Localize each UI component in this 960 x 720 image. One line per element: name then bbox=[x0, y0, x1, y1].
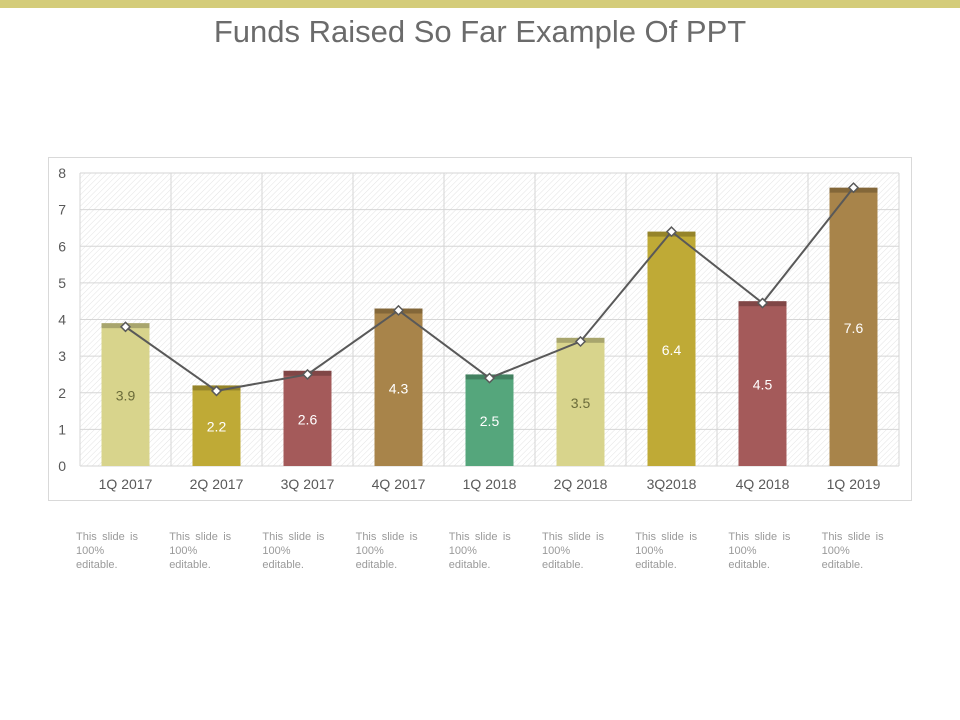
x-tick-label: 1Q 2018 bbox=[463, 476, 517, 492]
trend-point bbox=[392, 304, 405, 316]
y-tick-label: 3 bbox=[58, 348, 66, 364]
bar-data-label: 7.6 bbox=[844, 320, 864, 336]
bar bbox=[465, 374, 514, 466]
chart-frame: 3.9 2.2 2.6 4.3 2.5 3.5 6.4 4.5 7.6 0 1 2 3 4 5 6 7 8 1Q… bbox=[48, 157, 912, 501]
trend-point bbox=[119, 321, 132, 333]
note-text: This slide is 100% editable. bbox=[169, 531, 232, 571]
note-text: This slide is 100% editable. bbox=[821, 531, 884, 571]
trend-point bbox=[574, 335, 587, 348]
bar-data-label: 2.2 bbox=[207, 419, 227, 435]
trend-point bbox=[665, 226, 678, 238]
bar-data-label: 3.5 bbox=[571, 395, 591, 411]
y-tick-label: 2 bbox=[58, 385, 66, 401]
x-tick-label: 2Q 2017 bbox=[190, 476, 244, 492]
note-text: This slide is 100% editable. bbox=[542, 531, 604, 571]
trend-point bbox=[210, 385, 223, 397]
bar-data-label: 6.4 bbox=[662, 342, 682, 358]
trend-point bbox=[301, 368, 314, 380]
funds-bar-chart: 3.9 2.2 2.6 4.3 2.5 3.5 6.4 4.5 7.6 0 1 2 3 4 5 6 7 8 1Q… bbox=[58, 165, 900, 492]
bar bbox=[647, 231, 696, 466]
bar bbox=[738, 301, 787, 466]
x-tick-label: 1Q 2017 bbox=[99, 476, 153, 492]
bar bbox=[829, 187, 878, 466]
x-tick-label: 3Q2018 bbox=[647, 476, 697, 492]
note-text: This slide is 100% editable. bbox=[448, 531, 511, 571]
y-tick-label: 0 bbox=[58, 458, 66, 474]
notes-row: This slide is 100% editable. This slide i… bbox=[0, 530, 960, 590]
bar bbox=[556, 337, 605, 466]
y-tick-label: 7 bbox=[58, 202, 66, 218]
note-text: This slide is 100% editable. bbox=[635, 531, 698, 571]
bar-data-label: 2.6 bbox=[298, 411, 318, 427]
bar-data-label: 2.5 bbox=[480, 413, 500, 429]
y-tick-label: 8 bbox=[58, 165, 66, 181]
note-text: This slide is 100% editable. bbox=[262, 531, 325, 571]
bar bbox=[283, 370, 332, 466]
trend-point bbox=[756, 297, 769, 309]
note-text: This slide is 100% editable. bbox=[728, 531, 791, 571]
y-tick-label: 6 bbox=[58, 238, 66, 254]
y-tick-label: 5 bbox=[58, 275, 66, 291]
x-tick-label: 4Q 2018 bbox=[736, 476, 790, 492]
note-text: This slide is 100% editable. bbox=[76, 531, 138, 571]
y-tick-label: 1 bbox=[58, 421, 66, 437]
bar-data-label: 4.5 bbox=[753, 377, 773, 393]
y-tick-label: 4 bbox=[58, 312, 66, 328]
x-tick-label: 1Q 2019 bbox=[827, 476, 881, 492]
bar-data-label: 3.9 bbox=[116, 388, 136, 404]
trend-point bbox=[483, 372, 496, 384]
x-tick-label: 3Q 2017 bbox=[281, 476, 335, 492]
x-tick-label: 2Q 2018 bbox=[554, 476, 608, 492]
top-accent-bar bbox=[0, 0, 960, 8]
note-text: This slide is 100% editable. bbox=[355, 531, 418, 571]
bar bbox=[374, 308, 423, 466]
slide-title: Funds Raised So Far Example Of PPT bbox=[213, 14, 747, 49]
bar bbox=[192, 385, 241, 466]
bar bbox=[101, 323, 150, 466]
trend-point bbox=[847, 182, 860, 194]
bar-data-label: 4.3 bbox=[389, 380, 409, 396]
x-tick-label: 4Q 2017 bbox=[372, 476, 426, 492]
